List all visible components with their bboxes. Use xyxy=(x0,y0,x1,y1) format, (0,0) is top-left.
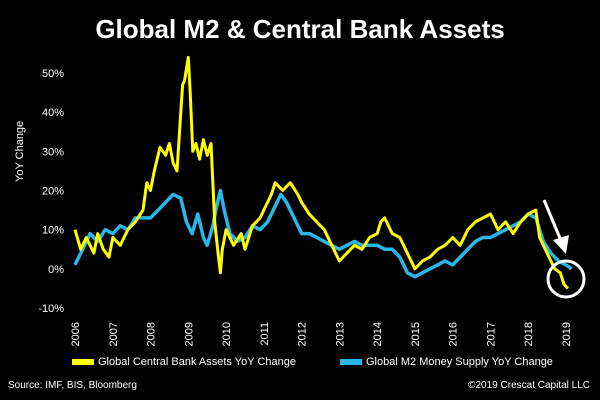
y-tick-label: 40% xyxy=(42,107,64,119)
x-tick-label: 2006 xyxy=(70,322,82,346)
series-line-central-bank-assets xyxy=(73,55,569,290)
legend-swatch-yellow xyxy=(72,359,94,366)
x-tick-label: 2008 xyxy=(146,322,158,346)
legend-label: Global Central Bank Assets YoY Change xyxy=(98,356,296,368)
legend-item-central-bank: Global Central Bank Assets YoY Change xyxy=(72,356,296,368)
y-tick-label: 30% xyxy=(42,146,64,158)
legend-swatch-blue xyxy=(340,359,362,366)
x-tick-label: 2014 xyxy=(372,322,384,346)
x-tick-label: 2010 xyxy=(221,322,233,346)
x-tick-label: 2013 xyxy=(334,322,346,346)
legend-item-m2: Global M2 Money Supply YoY Change xyxy=(340,356,553,368)
copyright-note: ©2019 Crescat Capital LLC xyxy=(468,380,590,391)
x-tick-label: 2019 xyxy=(561,322,573,346)
x-tick-label: 2018 xyxy=(523,322,535,346)
y-tick-label: -10% xyxy=(38,303,64,315)
x-tick-label: 2011 xyxy=(259,322,271,346)
annotation-circle xyxy=(546,259,586,299)
y-tick-label: 20% xyxy=(42,186,64,198)
series-line-global-m2 xyxy=(73,188,573,279)
x-tick-label: 2007 xyxy=(108,322,120,346)
source-note: Source: IMF, BIS, Bloomberg xyxy=(8,380,137,391)
legend-label: Global M2 Money Supply YoY Change xyxy=(366,356,553,368)
annotation-arrow-shaft xyxy=(542,199,564,244)
x-tick-label: 2012 xyxy=(297,322,309,346)
x-tick-label: 2015 xyxy=(410,322,422,346)
y-tick-label: 10% xyxy=(42,225,64,237)
y-tick-label: 0% xyxy=(48,264,64,276)
annotation-arrow-head xyxy=(553,235,569,254)
x-tick-label: 2009 xyxy=(183,322,195,346)
y-tick-label: 50% xyxy=(42,68,64,80)
x-tick-label: 2017 xyxy=(485,322,497,346)
x-tick-label: 2016 xyxy=(448,322,460,346)
chart-title: Global M2 & Central Bank Assets xyxy=(95,14,505,44)
